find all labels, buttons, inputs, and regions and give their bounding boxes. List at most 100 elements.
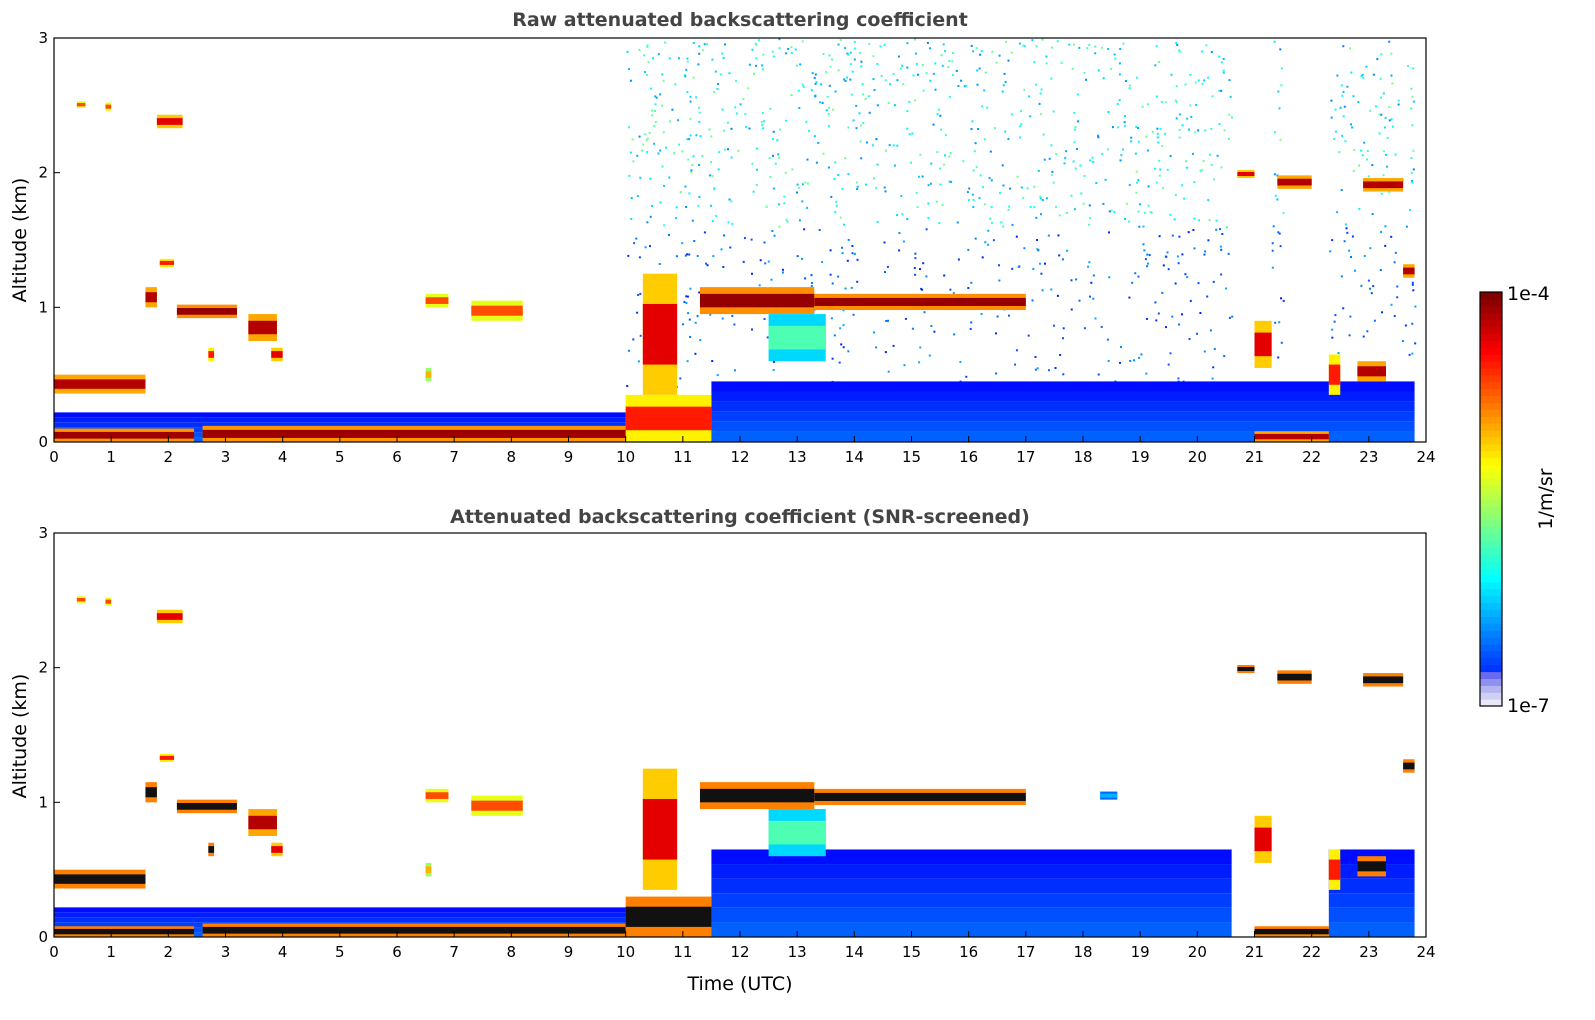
noise-speckle bbox=[684, 75, 687, 78]
noise-speckle bbox=[851, 252, 854, 255]
noise-speckle bbox=[1213, 348, 1216, 350]
noise-speckle bbox=[948, 180, 951, 183]
noise-speckle bbox=[638, 49, 641, 51]
noise-speckle bbox=[1155, 319, 1158, 322]
noise-speckle bbox=[1124, 218, 1126, 220]
noise-speckle bbox=[1056, 294, 1059, 297]
noise-speckle bbox=[1018, 42, 1021, 45]
x-tick-label: 19 bbox=[1131, 943, 1150, 961]
noise-speckle bbox=[748, 127, 751, 130]
noise-speckle bbox=[686, 57, 689, 60]
y-tick-label: 0 bbox=[38, 433, 48, 451]
noise-speckle bbox=[1045, 55, 1048, 58]
background-layer-band bbox=[54, 917, 712, 923]
noise-speckle bbox=[1388, 191, 1391, 193]
noise-speckle bbox=[633, 242, 636, 245]
noise-speckle bbox=[1408, 353, 1411, 356]
noise-speckle bbox=[760, 120, 763, 123]
noise-speckle bbox=[1216, 154, 1219, 157]
colorbar-band bbox=[1480, 430, 1502, 438]
noise-speckle bbox=[932, 72, 935, 75]
noise-speckle bbox=[1004, 81, 1007, 83]
noise-speckle bbox=[1278, 321, 1281, 324]
noise-speckle bbox=[850, 93, 853, 96]
colorbar-band bbox=[1480, 367, 1502, 376]
noise-speckle bbox=[885, 320, 888, 322]
noise-speckle bbox=[1207, 199, 1210, 202]
noise-speckle bbox=[962, 160, 965, 163]
noise-speckle bbox=[1133, 359, 1135, 362]
noise-speckle bbox=[629, 79, 632, 82]
noise-speckle bbox=[1033, 206, 1036, 209]
noise-speckle bbox=[628, 349, 630, 352]
noise-speckle bbox=[802, 183, 804, 186]
noise-speckle bbox=[856, 258, 859, 261]
noise-speckle bbox=[871, 144, 874, 147]
noise-speckle bbox=[646, 44, 649, 47]
noise-speckle bbox=[674, 83, 677, 86]
noise-speckle bbox=[1047, 234, 1050, 237]
noise-speckle bbox=[1023, 247, 1026, 250]
noise-speckle bbox=[689, 287, 692, 290]
x-tick-label: 21 bbox=[1245, 943, 1264, 961]
plot-frame bbox=[53, 532, 1427, 938]
noise-speckle bbox=[773, 234, 776, 237]
noise-speckle bbox=[1151, 130, 1154, 133]
x-tick-label: 17 bbox=[1016, 943, 1035, 961]
noise-speckle bbox=[1380, 96, 1382, 99]
noise-speckle bbox=[1135, 76, 1138, 79]
noise-speckle bbox=[908, 133, 911, 136]
feature-core bbox=[54, 928, 195, 935]
noise-speckle bbox=[839, 327, 842, 330]
noise-speckle bbox=[846, 259, 849, 262]
noise-speckle bbox=[721, 52, 724, 55]
noise-speckle bbox=[970, 128, 973, 131]
noise-speckle bbox=[1000, 221, 1003, 224]
noise-speckle bbox=[690, 171, 693, 173]
noise-speckle bbox=[1122, 148, 1125, 151]
noise-speckle bbox=[713, 187, 716, 190]
noise-speckle bbox=[989, 217, 992, 220]
noise-speckle bbox=[693, 240, 696, 242]
noise-speckle bbox=[1361, 73, 1364, 76]
noise-speckle bbox=[1162, 264, 1165, 267]
noise-speckle bbox=[1033, 61, 1036, 64]
feature-core bbox=[248, 815, 277, 830]
noise-speckle bbox=[1349, 47, 1351, 50]
colorbar-band bbox=[1480, 623, 1502, 631]
noise-speckle bbox=[1155, 95, 1158, 98]
noise-speckle bbox=[1043, 158, 1046, 161]
noise-speckle bbox=[827, 166, 830, 169]
noise-speckle bbox=[1414, 305, 1417, 308]
noise-speckle bbox=[844, 47, 847, 50]
background-layer-band bbox=[711, 411, 1415, 422]
noise-speckle bbox=[1176, 255, 1179, 258]
noise-speckle bbox=[842, 346, 845, 349]
noise-speckle bbox=[968, 187, 971, 190]
noise-speckle bbox=[821, 101, 824, 104]
noise-speckle bbox=[1078, 299, 1081, 302]
x-tick-label: 4 bbox=[278, 943, 288, 961]
noise-speckle bbox=[1056, 40, 1059, 43]
noise-speckle bbox=[1192, 229, 1195, 231]
noise-speckle bbox=[1228, 137, 1230, 140]
x-tick-label: 1 bbox=[106, 943, 116, 961]
noise-speckle bbox=[832, 108, 835, 111]
background-layer-band bbox=[54, 907, 712, 913]
noise-speckle bbox=[1050, 77, 1053, 80]
noise-speckle bbox=[801, 257, 804, 260]
noise-speckle bbox=[1223, 129, 1226, 132]
noise-speckle bbox=[1061, 258, 1064, 261]
noise-speckle bbox=[944, 134, 947, 137]
noise-speckle bbox=[1050, 144, 1053, 147]
noise-speckle bbox=[855, 104, 858, 107]
noise-speckle bbox=[777, 156, 780, 159]
noise-speckle bbox=[1411, 322, 1414, 325]
noise-speckle bbox=[851, 70, 854, 73]
noise-speckle bbox=[1201, 50, 1204, 53]
noise-speckle bbox=[995, 332, 997, 335]
colorbar-band bbox=[1480, 643, 1502, 652]
noise-speckle bbox=[1215, 228, 1218, 231]
noise-speckle bbox=[645, 74, 648, 77]
noise-speckle bbox=[963, 85, 966, 88]
